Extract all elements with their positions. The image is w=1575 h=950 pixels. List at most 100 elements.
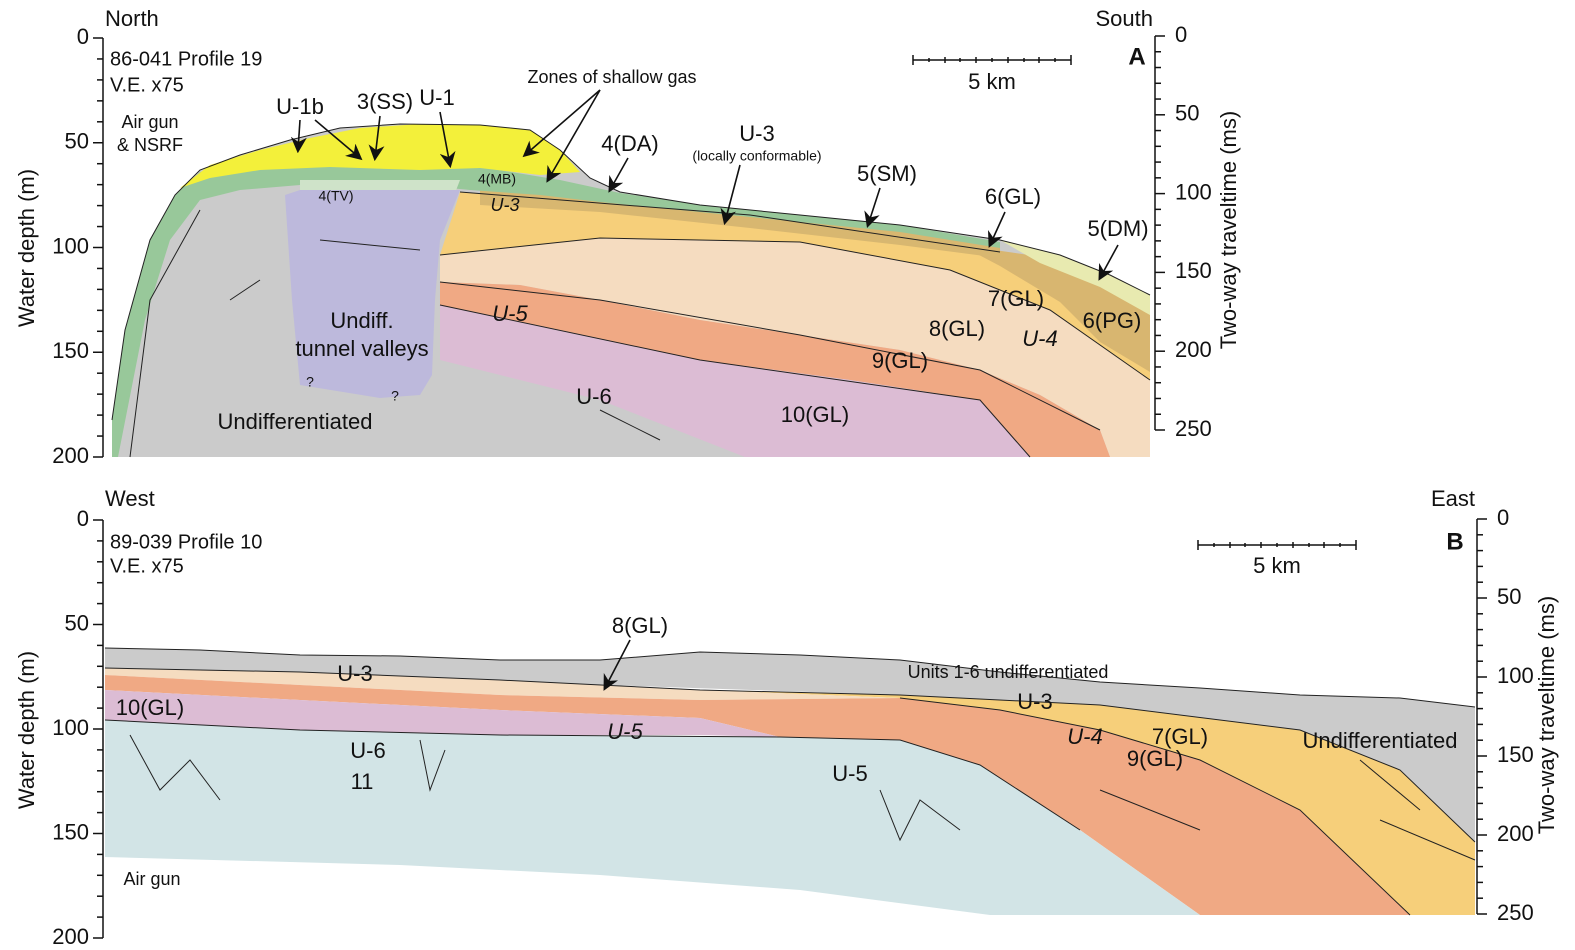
arrow [522,89,601,158]
unit-label: Zones of shallow gas [527,67,696,87]
arrow [603,639,631,691]
y2-tick-label: 100 [1497,663,1534,688]
arrow [546,89,601,183]
y-tick-label: 200 [52,443,89,468]
panel-letter: A [1128,43,1145,70]
arrow [368,115,385,162]
unit-label: 10(GL) [116,695,184,720]
unit-label: 6(PG) [1083,308,1142,333]
y2-tick-label: 200 [1175,337,1212,362]
unit-label: U-4 [1067,724,1102,749]
unit-4 [112,160,1000,457]
unit-label: 7(GL) [988,286,1044,311]
direction-label: South [1096,6,1154,31]
unit-label: U-1 [419,85,454,110]
unit-tunnel-valleys [285,190,460,398]
unit-u3-zone [480,190,1000,258]
y-tick-label: 100 [52,233,89,258]
panel-letter: B [1446,528,1463,555]
unit-10gl [440,305,1030,457]
unit-5dm [1000,240,1150,315]
arrow [290,119,307,154]
unit-label: U-5 [492,301,528,326]
unit-label: ? [306,374,314,390]
unit-8gl [105,668,900,700]
y2-tick-label: 0 [1497,505,1509,530]
unit-label: 8(GL) [612,613,668,638]
exaggeration-label: V.E. x75 [110,555,184,577]
scale-bar-label: 5 km [968,69,1016,94]
y-tick-label: 200 [52,924,89,949]
axis-title: Water depth (m) [14,651,39,809]
y-tick-label: 150 [52,338,89,363]
y2-tick-label: 50 [1175,101,1199,126]
y2-tick-label: 150 [1175,258,1212,283]
unit-label: U-5 [832,761,867,786]
unit-label: U-3 [337,661,372,686]
y2-tick-label: 200 [1497,821,1534,846]
unit-label: 9(GL) [872,348,928,373]
scale-bar [1197,540,1357,550]
unit-label: ? [391,388,399,404]
unit-label: 8(GL) [929,316,985,341]
scale-bar [912,55,1072,65]
unit-label: 5(DM) [1087,216,1148,241]
arrow [1098,244,1119,281]
arrow [864,187,881,229]
seafloor [111,123,1151,421]
unit-7gl [700,690,1475,915]
direction-label: North [105,6,159,31]
y-tick-label: 50 [65,129,89,154]
unit-label: Undiff. [330,308,393,333]
unit-label: Undifferentiated [1303,728,1458,753]
source-label: Air gun [121,112,178,132]
section-b [104,647,1476,916]
annotations [290,55,1357,691]
unit-label: U-6 [576,384,611,409]
y-tick-label: 0 [77,506,89,531]
unit-label: tunnel valleys [295,336,428,361]
unit-label: 4(DA) [601,131,658,156]
unit-label: U-3 [490,195,519,215]
unit-8gl [440,238,1150,457]
unit-label: (locally conformable) [692,148,821,164]
axis-title: Water depth (m) [14,169,39,327]
y2-tick-label: 0 [1175,22,1187,47]
unit-label: U-5 [607,719,643,744]
profile-label: 89-039 Profile 10 [110,531,262,553]
y2-tick-label: 100 [1175,179,1212,204]
axis-title: Two-way traveltime (ms) [1534,596,1559,834]
unit-label: 11 [351,769,374,794]
reflector [104,667,1476,916]
y2-tick-label: 250 [1175,416,1212,441]
direction-label: East [1431,486,1475,511]
exaggeration-label: V.E. x75 [110,74,184,96]
unit-label: 5(SM) [857,161,917,186]
unit-label: 9(GL) [1127,746,1183,771]
unit-label: U-4 [1022,326,1057,351]
unit-label: 4(TV) [319,188,354,204]
reflector [129,191,1151,458]
y-tick-label: 50 [65,610,89,635]
unit-label: 7(GL) [1152,724,1208,749]
source-label: & NSRF [117,135,183,155]
y2-tick-label: 250 [1497,900,1534,925]
unit-label: 4(MB) [478,171,516,187]
profile-label: 86-041 Profile 19 [110,48,262,70]
arrow [439,111,456,169]
arrow [988,211,1006,248]
unit-9gl [440,282,1110,457]
y-tick-label: 0 [77,24,89,49]
unit-label: U-6 [350,738,385,763]
direction-label: West [105,486,155,511]
unit-6pg [960,245,1150,372]
unit-label: U-1b [276,94,324,119]
arrow [314,119,363,161]
unit-label: 6(GL) [985,184,1041,209]
unit-label: U-3 [739,121,774,146]
y-tick-label: 150 [52,819,89,844]
unit-label: U-3 [1017,689,1052,714]
arrow [608,157,629,193]
unit-9gl [105,675,1410,915]
seafloor [104,647,1476,708]
